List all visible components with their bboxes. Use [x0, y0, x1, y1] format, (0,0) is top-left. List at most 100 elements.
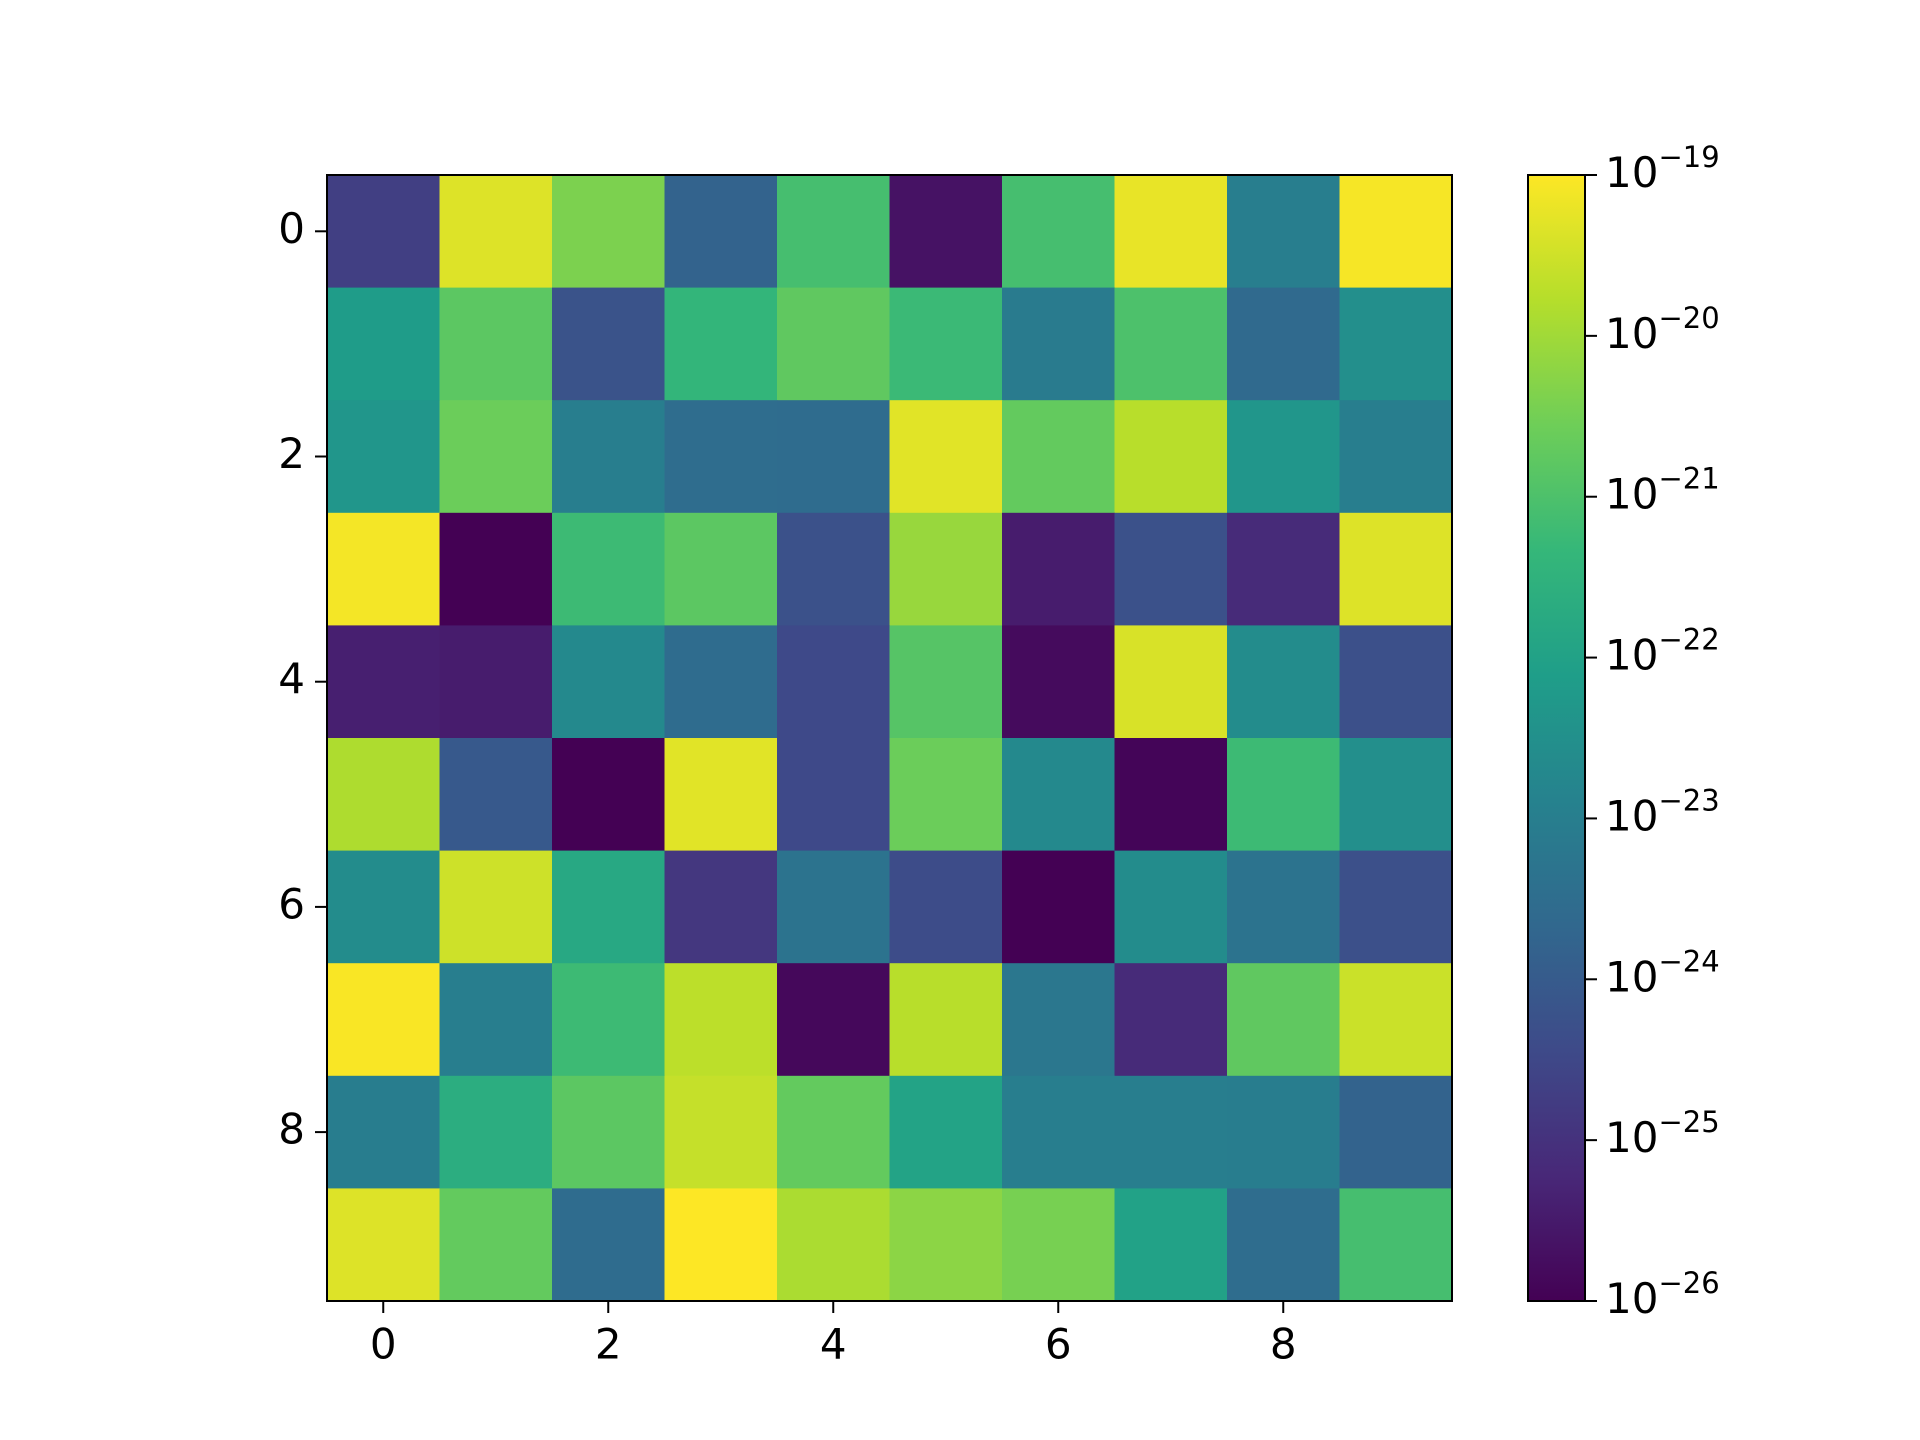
heatmap-cell: [664, 850, 778, 964]
heatmap-cell: [777, 963, 890, 1077]
y-tick-label: 6: [278, 879, 305, 928]
heatmap-cell: [664, 287, 778, 401]
heatmap-cell: [1227, 850, 1340, 964]
x-tick-label: 0: [370, 1320, 397, 1369]
heatmap-cell: [439, 1075, 553, 1189]
heatmap-cell: [1227, 175, 1340, 289]
heatmap-cell: [1227, 400, 1340, 514]
heatmap-cell: [889, 1075, 1003, 1189]
heatmap-cell: [1227, 963, 1340, 1077]
heatmap-cell: [439, 963, 553, 1077]
heatmap-cell: [1002, 287, 1115, 401]
heatmap-cell: [1114, 175, 1228, 289]
heatmap-cell: [1114, 850, 1228, 964]
heatmap-cell: [552, 850, 665, 964]
colorbar-tick-label: 10−23: [1605, 783, 1720, 840]
heatmap-cell: [777, 1075, 890, 1189]
heatmap-cell: [327, 400, 440, 514]
heatmap-cell: [439, 287, 553, 401]
heatmap-cell: [1339, 625, 1453, 739]
x-tick-label: 2: [595, 1320, 622, 1369]
heatmap-cell: [1339, 512, 1453, 626]
heatmap-cell: [327, 175, 440, 289]
heatmap-cell: [1002, 625, 1115, 739]
heatmap-cell: [327, 512, 440, 626]
heatmap-cell: [327, 850, 440, 964]
heatmap-cell: [327, 625, 440, 739]
heatmap-cell: [552, 512, 665, 626]
heatmap-cell: [1227, 1075, 1340, 1189]
heatmap-cell: [552, 1188, 665, 1302]
heatmap-cell: [777, 400, 890, 514]
plot-frame: [326, 174, 1453, 1302]
heatmap-cell: [327, 1188, 440, 1302]
heatmap-cell: [777, 850, 890, 964]
heatmap-cell: [664, 175, 778, 289]
heatmap-cell: [1002, 175, 1115, 289]
heatmap-cell: [777, 625, 890, 739]
heatmap-cell: [889, 400, 1003, 514]
y-tick-label: 0: [278, 204, 305, 253]
heatmap-cell: [1114, 287, 1228, 401]
heatmap-cell: [327, 963, 440, 1077]
heatmap-cell: [1339, 175, 1453, 289]
heatmap-cell: [1339, 287, 1453, 401]
heatmap-cell: [439, 512, 553, 626]
heatmap-cell: [1339, 963, 1453, 1077]
heatmap-cell: [1002, 400, 1115, 514]
heatmap-cell: [664, 1188, 778, 1302]
heatmap-cell: [664, 963, 778, 1077]
heatmap-cell: [1339, 400, 1453, 514]
heatmap-cell: [1114, 738, 1228, 852]
x-tick-label: 6: [1045, 1320, 1072, 1369]
heatmap-cell: [889, 287, 1003, 401]
heatmap-cell: [1002, 963, 1115, 1077]
heatmap-cell: [1002, 1188, 1115, 1302]
heatmap-cell: [1227, 738, 1340, 852]
heatmap-cell: [1339, 1075, 1453, 1189]
colorbar-tick-label: 10−19: [1605, 140, 1720, 197]
heatmap-cell: [889, 1188, 1003, 1302]
x-tick-label: 4: [820, 1320, 847, 1369]
heatmap-cell: [1114, 625, 1228, 739]
heatmap-cell: [777, 512, 890, 626]
heatmap-cell: [1339, 1188, 1453, 1302]
heatmap-cell: [889, 175, 1003, 289]
heatmap-cell: [327, 738, 440, 852]
heatmap-cell: [1114, 512, 1228, 626]
heatmap-cell: [552, 1075, 665, 1189]
heatmap-cell: [439, 400, 553, 514]
heatmap-cell: [439, 175, 553, 289]
heatmap-cell: [1002, 738, 1115, 852]
heatmap-cell: [1114, 1188, 1228, 1302]
heatmap-cell: [327, 1075, 440, 1189]
colorbar-tick-label: 10−21: [1605, 462, 1720, 519]
x-tick-label: 8: [1270, 1320, 1297, 1369]
heatmap-cell: [552, 625, 665, 739]
heatmap-cell: [552, 400, 665, 514]
heatmap-cell: [664, 512, 778, 626]
heatmap-cell: [889, 738, 1003, 852]
heatmap-cell: [1002, 850, 1115, 964]
heatmap-cell: [664, 1075, 778, 1189]
heatmap-cell: [1002, 1075, 1115, 1189]
heatmap-cell: [552, 963, 665, 1077]
heatmap-cell: [1227, 625, 1340, 739]
colorbar: [1527, 174, 1586, 1302]
heatmap-cell: [664, 738, 778, 852]
heatmap-cell: [1339, 850, 1453, 964]
heatmap-cell: [439, 738, 553, 852]
colorbar-tick-label: 10−24: [1605, 944, 1720, 1001]
y-tick-label: 8: [278, 1105, 305, 1154]
heatmap-cell: [1227, 1188, 1340, 1302]
colorbar-tick-label: 10−26: [1605, 1266, 1720, 1323]
heatmap-cell: [552, 738, 665, 852]
heatmap-cell: [327, 287, 440, 401]
heatmap-cell: [439, 1188, 553, 1302]
heatmap-cell: [552, 175, 665, 289]
heatmap-cell: [1002, 512, 1115, 626]
heatmap-cell: [1114, 963, 1228, 1077]
y-tick-label: 4: [278, 654, 305, 703]
heatmap-cell: [777, 1188, 890, 1302]
